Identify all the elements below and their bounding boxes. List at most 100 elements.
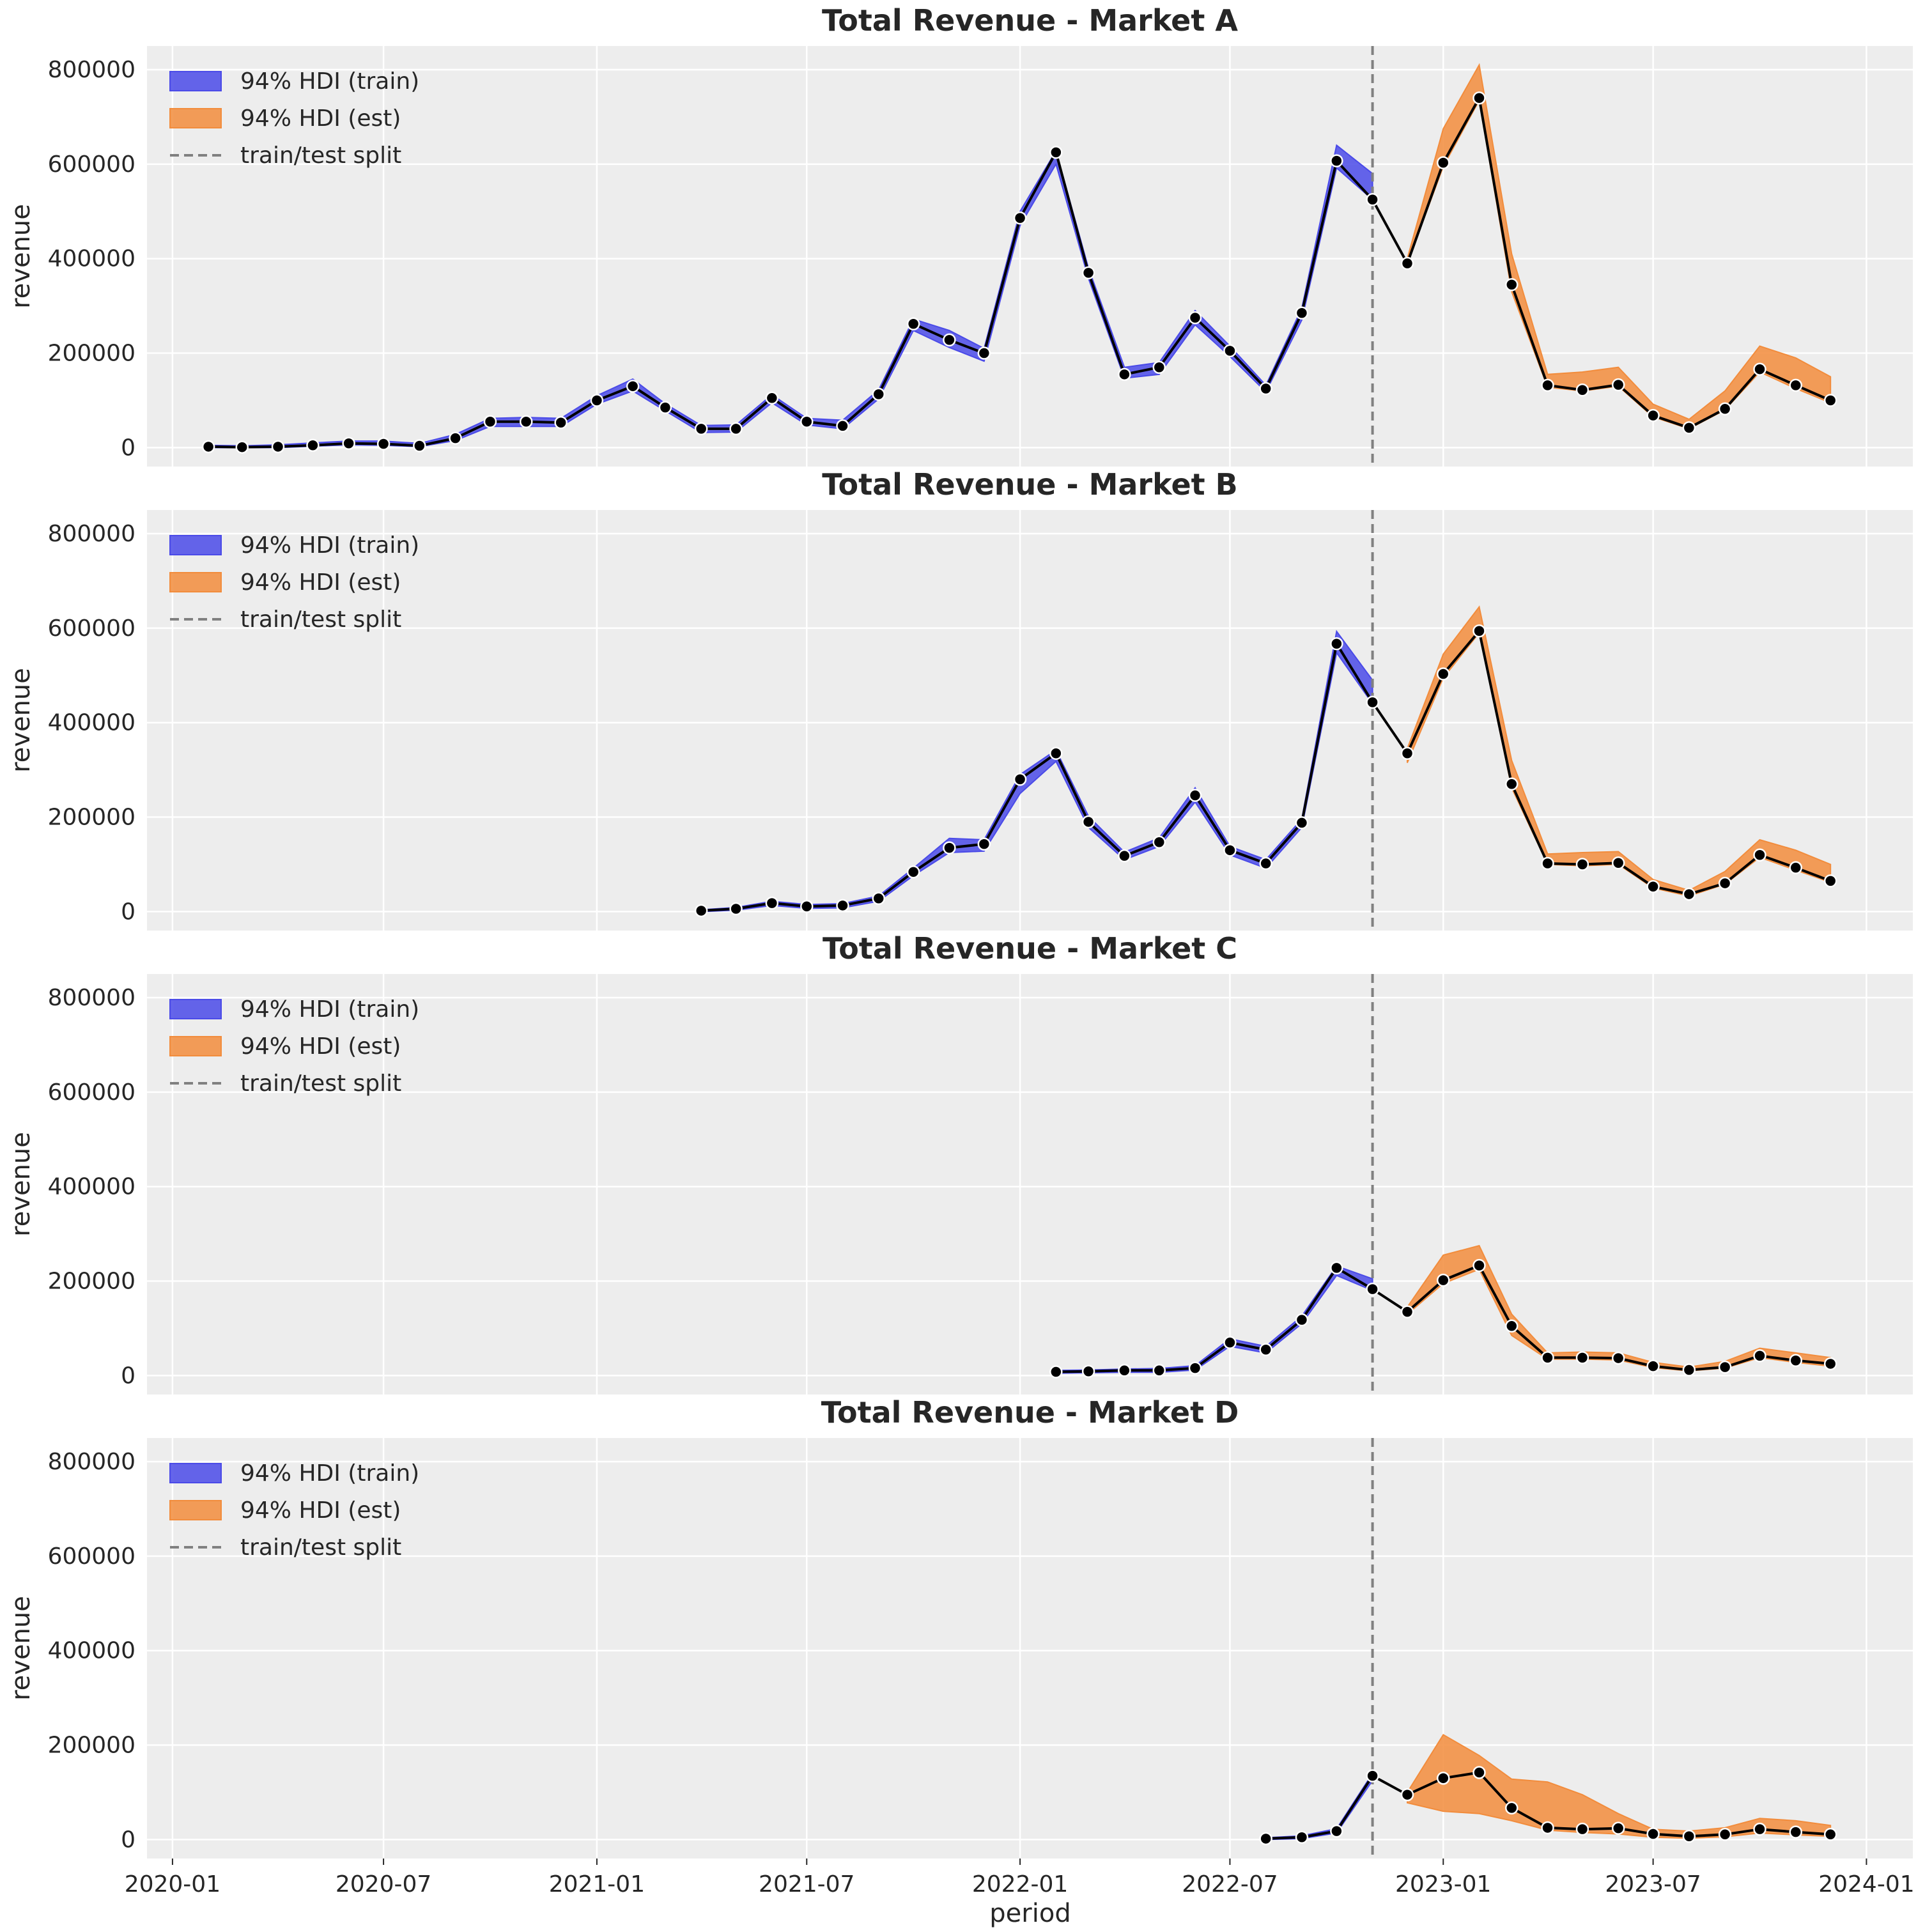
y-tick-label: 200000 [48,1269,135,1295]
data-point [1823,1357,1837,1371]
data-point [1611,856,1625,870]
data-point [1753,1822,1766,1836]
data-point [1472,624,1486,638]
data-point [1118,367,1131,382]
data-point [1682,887,1696,901]
y-tick-label: 0 [121,435,135,461]
legend-label: 94% HDI (train) [240,532,419,559]
y-axis-label: revenue [6,204,36,309]
legend-label: 94% HDI (est) [240,1497,401,1524]
data-point [1013,773,1027,786]
data-point [1295,816,1309,830]
data-point [1400,1305,1414,1318]
data-point [1437,156,1450,169]
x-tick-label: 2020-01 [125,1871,220,1897]
y-tick-label: 0 [121,1363,135,1389]
y-axis-label: revenue [6,1132,36,1237]
data-point [1223,344,1237,358]
data-point [1437,1273,1450,1287]
x-tick-label: 2023-07 [1605,1871,1701,1897]
legend-swatch [169,1500,222,1520]
data-point [1505,1801,1519,1815]
data-point [694,904,708,918]
x-tick-label: 2021-01 [549,1871,645,1897]
data-point [1789,1354,1803,1368]
y-tick-label: 600000 [48,151,135,178]
data-point [1753,362,1766,376]
data-point [1718,402,1732,416]
data-point [943,841,956,854]
data-point [1259,856,1272,870]
legend-label: 94% HDI (train) [240,68,419,95]
data-point [1118,849,1131,863]
y-tick-label: 600000 [48,615,135,642]
data-point [694,422,708,436]
data-point [271,440,285,454]
x-tick-label: 2023-01 [1395,1871,1491,1897]
legend-label: 94% HDI (train) [240,996,419,1023]
data-point [1718,1360,1732,1374]
data-point [1118,1364,1131,1377]
y-tick-label: 800000 [48,1449,135,1475]
legend-swatch [169,1463,222,1483]
x-tick-label: 2024-01 [1818,1871,1914,1897]
legend-swatch [169,71,222,91]
legend-label: train/test split [240,143,401,169]
panel-4: 0 200000 400000 600000 800000 revenue Total Re… [6,1395,1915,1897]
data-point [376,437,390,451]
data-point [1295,306,1309,320]
data-point [836,419,849,433]
y-axis-label: revenue [6,1596,36,1701]
plot-area [147,974,1913,1395]
x-tick-label: 2020-07 [336,1871,431,1897]
data-point [1646,879,1660,893]
data-point [1646,1359,1660,1373]
data-point [1682,1830,1696,1843]
data-point [1541,1351,1554,1364]
legend-swatch [169,572,222,592]
data-point [943,333,956,347]
data-point [872,387,885,401]
data-point [1611,1351,1625,1365]
panel-2: 0 200000 400000 600000 800000 revenue Total Re… [6,467,1913,931]
y-tick-label: 200000 [48,341,135,367]
panel-3: 0 200000 400000 600000 800000 revenue Total Re… [6,931,1913,1395]
legend-swatch [169,999,222,1019]
panels: 0 200000 400000 600000 800000 revenue Total Re… [6,3,1915,1897]
data-point [1789,1825,1803,1839]
data-point [1646,1827,1660,1841]
y-tick-label: 400000 [48,246,135,272]
legend-swatch [169,535,222,555]
data-point [1541,1821,1554,1835]
data-point [1437,667,1450,681]
data-point [1049,1365,1063,1379]
data-point [1400,746,1414,761]
y-tick-label: 600000 [48,1079,135,1106]
data-point [765,391,779,405]
panel-1: 0 200000 400000 600000 800000 revenue Total Re… [6,3,1913,467]
data-point [1575,383,1589,397]
data-point [1259,1343,1272,1357]
data-point [1223,844,1237,857]
data-point [235,440,249,454]
data-point [1013,211,1027,225]
data-point [1682,421,1696,435]
data-point [519,415,533,429]
data-point [1081,266,1095,280]
data-point [977,346,991,360]
data-point [1541,856,1554,870]
data-point [1366,695,1379,709]
legend-label: train/test split [240,1534,401,1561]
data-point [1223,1336,1237,1349]
legend: 94% HDI (train) 94% HDI (est) train/test s… [169,996,419,1097]
data-point [1330,1261,1343,1275]
data-point [1646,408,1660,422]
legend-swatch [169,1036,222,1056]
data-point [1505,1319,1519,1333]
data-point [658,401,672,414]
data-point [1188,789,1202,802]
plot-area [147,1438,1913,1859]
data-point [1575,858,1589,871]
data-point [1718,1828,1732,1841]
legend-label: 94% HDI (est) [240,569,401,596]
